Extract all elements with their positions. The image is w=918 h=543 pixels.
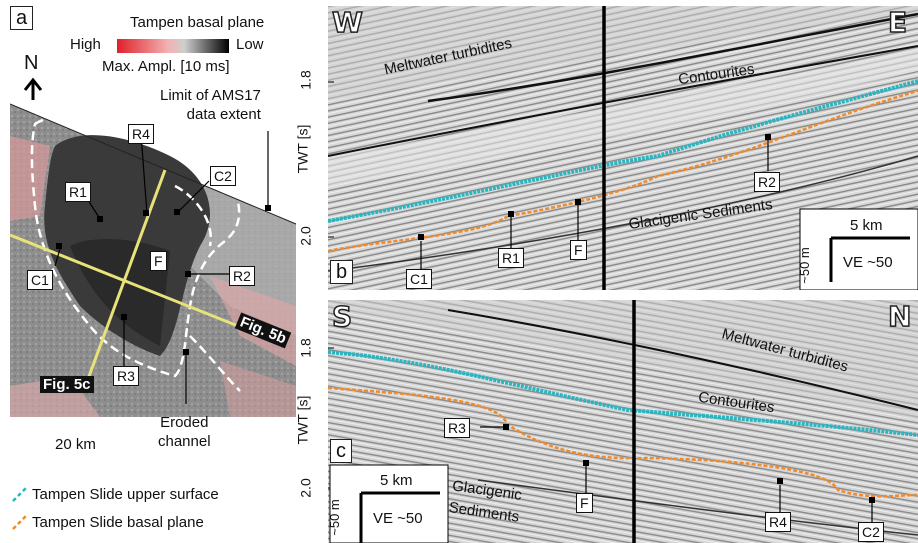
fig5c-label: Fig. 5c: [40, 376, 94, 393]
legend-unit: Max. Ampl. [10 ms]: [102, 58, 230, 75]
label-r3-c: R3: [444, 418, 470, 438]
tick-20-b: 2.0: [297, 226, 314, 246]
legend-upper: Tampen Slide upper surface: [32, 486, 219, 503]
panel-a-letter: a: [10, 6, 34, 30]
panel-b: W E Meltwater turbidites Contourites Gla…: [328, 5, 918, 290]
map-label-r3: R3: [113, 366, 139, 386]
north-label: N: [24, 52, 39, 74]
scale-label: 20 km: [55, 436, 96, 453]
panel-c: S N Meltwater turbidites Contourites Gla…: [326, 299, 918, 543]
line-legend: Tampen Slide upper surface Tampen Slide …: [10, 483, 306, 541]
label-c2-c: C2: [858, 522, 884, 542]
west-label: W: [331, 5, 363, 40]
legend-low: Low: [236, 36, 264, 53]
ve-c: VE ~50: [373, 510, 423, 527]
amplitude-colorbar: [117, 39, 229, 53]
map-label-c1: C1: [27, 270, 53, 290]
map-label-r4: R4: [128, 124, 154, 144]
seismic-profile-b: [328, 6, 918, 290]
tick-18-b: 1.8: [297, 70, 314, 90]
label-c1-b: C1: [406, 269, 432, 289]
seismic-profile-c: [328, 300, 918, 543]
scale-km-c: 5 km: [380, 472, 413, 489]
tick-18-c: 1.8: [297, 338, 314, 358]
map-label-r2: R2: [229, 266, 255, 286]
label-r4-c: R4: [765, 512, 791, 532]
south-label: S: [331, 299, 353, 334]
eroded-label: Eroded channel: [158, 414, 211, 450]
label-f-c: F: [576, 493, 593, 513]
twt-label-b: TWT [s]: [294, 124, 311, 174]
map-label-r1: R1: [65, 182, 91, 202]
limit-label: Limit of AMS17 data extent: [160, 87, 261, 123]
legend-basal: Tampen Slide basal plane: [32, 514, 204, 531]
map-label-c2: C2: [210, 166, 236, 186]
label-f-b: F: [570, 240, 587, 260]
scale-m-b: ~50 m: [796, 247, 812, 284]
tick-20-c: 2.0: [297, 478, 314, 498]
scale-m-c: ~50 m: [326, 499, 342, 536]
label-r1-b: R1: [498, 248, 524, 268]
panel-c-letter: c: [330, 439, 352, 463]
east-label: E: [887, 5, 908, 40]
ve-b: VE ~50: [843, 254, 893, 271]
panel-a: a Tampen basal plane High Low Max. Ampl.…: [10, 6, 306, 453]
north-label-c: N: [887, 299, 912, 334]
twt-label-c: TWT [s]: [294, 395, 311, 445]
label-r2-b: R2: [754, 172, 780, 192]
legend-title: Tampen basal plane: [130, 14, 265, 31]
legend-high: High: [70, 36, 101, 53]
map-label-f: F: [150, 251, 167, 271]
panel-b-letter: b: [330, 260, 354, 284]
scale-km-b: 5 km: [850, 217, 883, 234]
